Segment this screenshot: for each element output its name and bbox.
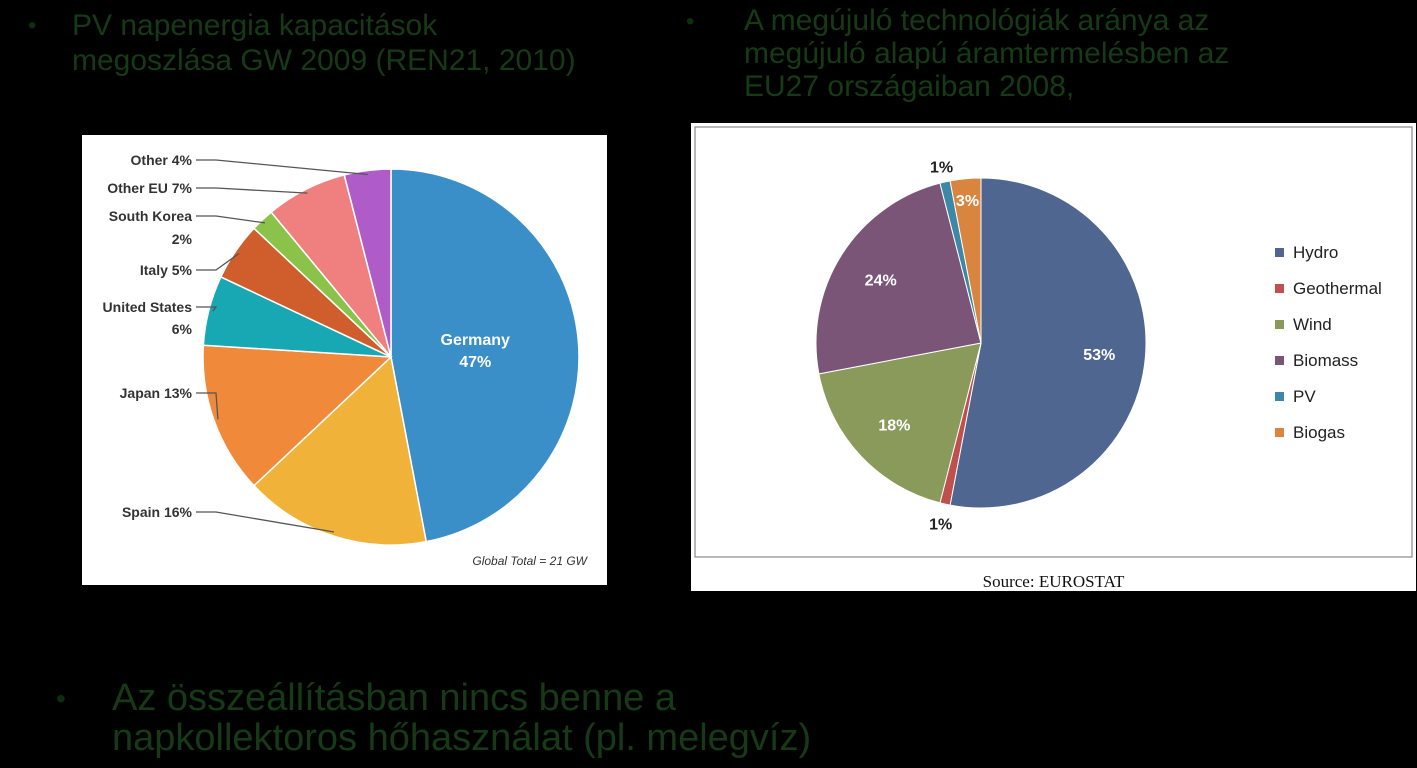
legend-swatch-biomass — [1275, 356, 1284, 365]
slice-label-germany: Germany — [441, 332, 510, 349]
footnote-line-2: napkollektoros hőhasználat (pl. melegvíz… — [112, 717, 812, 759]
leader-line-japan — [196, 392, 219, 420]
right-heading-line-2: megújuló alapú áramtermelésben az — [744, 37, 1230, 70]
legend-label-pv: PV — [1293, 387, 1316, 406]
leader-line-united-states — [196, 306, 218, 312]
pie-slice-japan — [202, 344, 393, 487]
left-heading-line-2: megoszlása GW 2009 (REN21, 2010) — [72, 44, 576, 77]
slice-label-wind: 18% — [878, 417, 910, 434]
slice-label-japan: Japan 13% — [120, 385, 193, 401]
slice-label-biogas: 3% — [956, 193, 979, 210]
legend-swatch-geothermal — [1275, 284, 1284, 293]
footnote: Az összeállításban nincs benne a napkoll… — [112, 678, 1112, 758]
legend-label-geothermal: Geothermal — [1293, 279, 1382, 298]
leader-line-other — [196, 159, 368, 176]
slice-label-spain: Spain 16% — [122, 504, 193, 520]
footnote-line-1: Az összeállításban nincs benne a — [112, 677, 677, 719]
pie-slice-hydro — [949, 177, 1147, 509]
slice-label-pv: 1% — [930, 159, 953, 176]
pv-capacity-chart-panel: Germany 47% Other 4% Other EU 7% South Korea… — [82, 135, 607, 585]
leader-line-other-eu — [196, 187, 308, 194]
bullet-footnote: • — [56, 683, 66, 714]
pv-capacity-pie-chart: Germany 47% Other 4% Other EU 7% South Korea… — [103, 152, 589, 568]
slice-value-united-states: 6% — [172, 321, 193, 337]
slice-label-italy: Italy 5% — [140, 262, 193, 278]
leader-line-italy — [196, 253, 240, 271]
right-heading-line-1: A megújuló technológiák aránya az — [744, 4, 1210, 37]
right-heading: A megújuló technológiák aránya az megúju… — [744, 4, 1394, 103]
slice-label-biomass: 24% — [865, 272, 897, 289]
left-heading-line-1: PV napenergia kapacitások — [72, 9, 438, 42]
slice-value-south-korea: 2% — [172, 231, 193, 247]
slice-label-hydro: 53% — [1083, 347, 1115, 364]
pie-slice-germany — [390, 168, 580, 543]
pie-slice-biogas — [949, 177, 982, 344]
bullet-left: • — [28, 12, 37, 39]
legend-label-biogas: Biogas — [1293, 423, 1345, 442]
slice-value-germany: 47% — [459, 354, 491, 371]
right-heading-line-3: EU27 országaiban 2008, — [744, 70, 1075, 103]
pie-slice-wind — [818, 342, 982, 504]
slice-label-united-states: United States — [103, 299, 193, 315]
legend-swatch-hydro — [1275, 248, 1284, 257]
leader-line-south-korea — [196, 215, 266, 224]
leader-line-spain — [196, 511, 335, 533]
slice-label-other: Other 4% — [131, 152, 193, 168]
legend-swatch-pv — [1275, 392, 1284, 401]
bullet-right: • — [686, 8, 695, 35]
renewable-share-pie-chart: 53%1%18%24%1%3%HydroGeothermalWindBiomas… — [694, 126, 1413, 558]
legend-swatch-biogas — [1275, 428, 1284, 437]
chart-source: Source: EUROSTAT — [982, 572, 1125, 591]
pie-slice-spain — [252, 355, 428, 546]
pie-slice-biomass — [815, 182, 982, 375]
renewable-share-chart-panel: 53% 1% 18% 24% 1% 3% Hydro Geothermal Wind Biomas… — [691, 123, 1416, 591]
chart-note-global-total: Global Total = 21 GW — [472, 554, 588, 568]
legend-label-hydro: Hydro — [1293, 243, 1338, 262]
slice-label-geothermal: 1% — [929, 517, 952, 534]
legend-label-wind: Wind — [1293, 315, 1332, 334]
legend-label-biomass: Biomass — [1293, 351, 1358, 370]
legend-swatch-wind — [1275, 320, 1284, 329]
slice-label-other-eu: Other EU 7% — [107, 180, 192, 196]
pie-slice-other — [343, 168, 392, 358]
slice-label-south-korea: South Korea — [109, 208, 192, 224]
left-heading: PV napenergia kapacitások megoszlása GW … — [72, 8, 672, 78]
